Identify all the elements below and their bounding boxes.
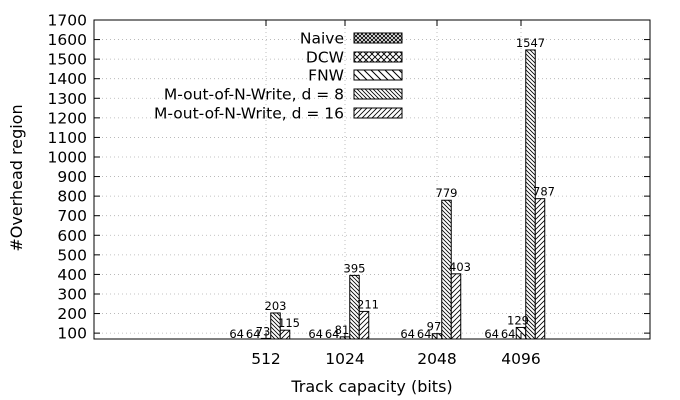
y-tick-label: 1200: [48, 109, 87, 127]
y-tick-label: 900: [57, 168, 87, 186]
data-label: 97: [427, 320, 442, 334]
gridlines: [94, 19, 650, 339]
legend-label: DCW: [306, 49, 344, 67]
data-label: 64: [484, 327, 499, 341]
bar: [358, 310, 370, 340]
data-label: 64: [417, 327, 432, 341]
data-label: 64: [400, 327, 415, 341]
y-tick-label: 400: [57, 266, 87, 284]
y-tick-label: 1300: [48, 90, 87, 108]
bar: [534, 198, 546, 340]
y-tick-label: 800: [57, 188, 87, 206]
y-tick-label: 100: [57, 325, 87, 343]
y-tick-label: 500: [57, 246, 87, 264]
legend-swatch: [353, 107, 403, 119]
legend-label: M-out-of-N-Write, d = 16: [154, 105, 344, 123]
legend-item: M-out-of-N-Write, d = 16: [154, 105, 403, 123]
data-label: 81: [335, 323, 350, 337]
legend-swatch: [353, 51, 403, 63]
data-label: 73: [256, 324, 271, 338]
legend-item: Naive: [300, 30, 403, 48]
legend-item: M-out-of-N-Write, d = 8: [164, 86, 403, 104]
data-label: 203: [265, 299, 287, 313]
x-tick-label: 2048: [417, 350, 456, 368]
data-label: 779: [436, 186, 458, 200]
data-label: 395: [344, 261, 366, 275]
legend-label: Naive: [300, 30, 344, 48]
axes: 1002003004005006007008009001000110012001…: [48, 12, 651, 368]
legend-swatch: [353, 69, 403, 81]
legend-swatch: [353, 88, 403, 100]
y-tick-label: 1000: [48, 148, 87, 166]
y-axis-title: #Overhead region: [7, 104, 26, 251]
legend-label: FNW: [308, 67, 344, 85]
data-label: 403: [449, 260, 471, 274]
data-label: 64: [308, 327, 323, 341]
legend-swatch: [353, 32, 403, 44]
x-tick-label: 512: [251, 350, 281, 368]
x-tick-label: 1024: [325, 350, 364, 368]
y-tick-label: 1100: [48, 129, 87, 147]
data-label: 64: [501, 327, 516, 341]
y-tick-label: 300: [57, 285, 87, 303]
x-tick-label: 4096: [501, 350, 540, 368]
y-tick-label: 1500: [48, 51, 87, 69]
data-label: 1547: [516, 36, 545, 50]
data-label: 64: [325, 327, 340, 341]
plot-frame: [93, 19, 651, 340]
y-tick-label: 200: [57, 305, 87, 323]
data-label: 64: [229, 327, 244, 341]
data-label: 115: [278, 316, 300, 330]
y-tick-label: 1700: [48, 12, 87, 30]
legend-item: DCW: [306, 49, 403, 67]
legend-label: M-out-of-N-Write, d = 8: [164, 86, 344, 104]
data-label: 64: [246, 327, 261, 341]
y-tick-label: 1600: [48, 31, 87, 49]
data-label: 211: [357, 297, 379, 311]
y-tick-label: 600: [57, 227, 87, 245]
y-tick-label: 700: [57, 207, 87, 225]
bar: [279, 329, 291, 340]
bar: [450, 273, 462, 340]
data-label: 787: [533, 185, 555, 199]
data-label: 129: [507, 313, 529, 327]
legend-item: FNW: [308, 67, 403, 85]
y-tick-label: 1400: [48, 70, 87, 88]
x-axis-title: Track capacity (bits): [290, 377, 452, 396]
